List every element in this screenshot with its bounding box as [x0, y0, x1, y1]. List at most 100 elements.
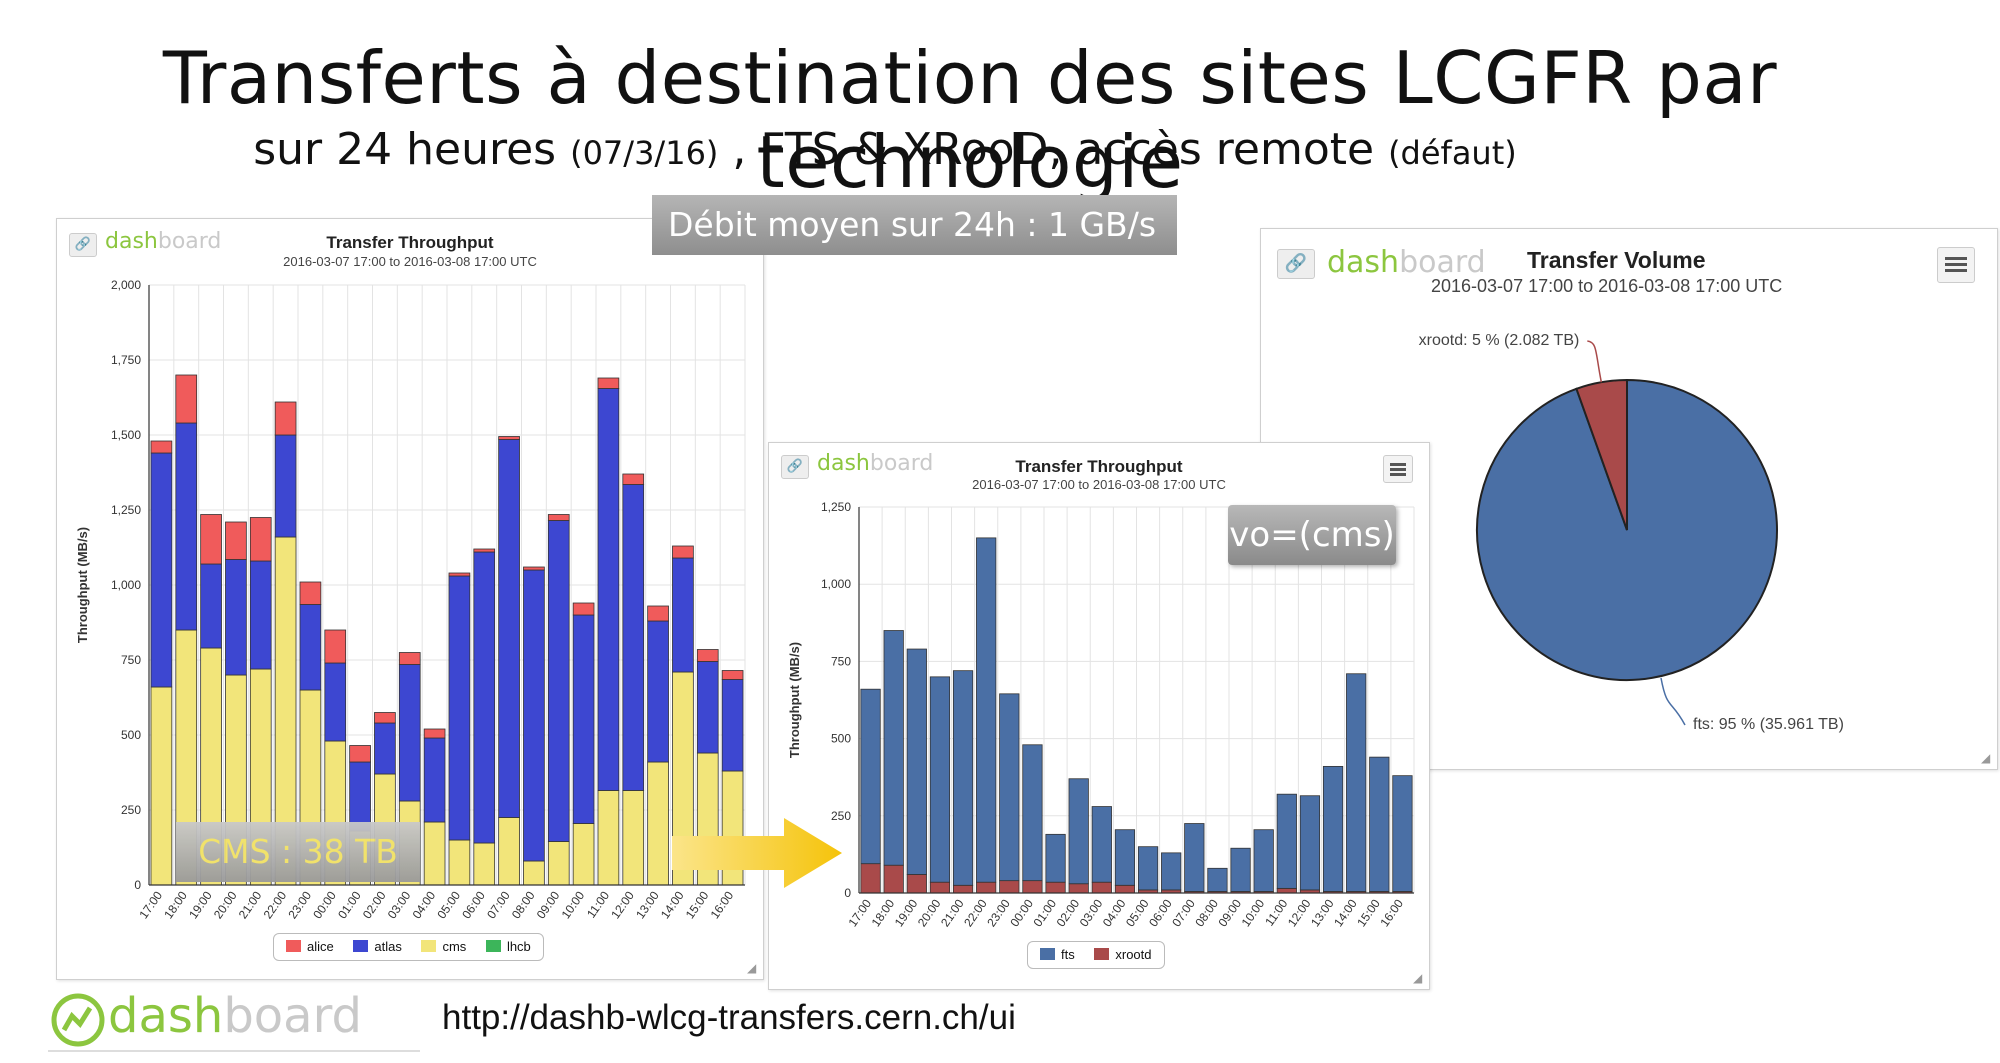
x-tick-label: 04:00 — [410, 888, 439, 921]
chart1-title: Transfer Throughput — [326, 233, 494, 252]
x-tick-label: 08:00 — [509, 888, 538, 921]
bar-alice — [473, 548, 496, 553]
bar-alice — [274, 401, 297, 436]
bar-cms — [498, 817, 520, 886]
bar-atlas — [622, 484, 645, 791]
bar-atlas — [696, 661, 719, 754]
x-tick-label: 22:00 — [261, 888, 290, 921]
subtitle-period: sur 24 heures — [253, 124, 557, 175]
y-tick-label: 750 — [121, 653, 141, 667]
bar-fts — [1068, 778, 1089, 885]
bar-fts — [1230, 847, 1251, 892]
y-tick-label: 1,000 — [821, 577, 851, 591]
footer-divider — [48, 1050, 420, 1052]
legend-label: fts — [1061, 947, 1075, 962]
x-tick-label: 19:00 — [186, 888, 215, 921]
dashboard-url[interactable]: http://dashb-wlcg-transfers.cern.ch/ui — [442, 998, 1016, 1037]
bar-cms — [423, 821, 446, 886]
bar-cms — [448, 839, 471, 886]
resize-handle-icon[interactable]: ◢ — [1413, 971, 1423, 985]
bar-atlas — [647, 620, 669, 763]
bar-alice — [448, 572, 471, 577]
link-icon[interactable]: 🔗 — [1277, 249, 1315, 279]
average-throughput-callout: Débit moyen sur 24h : 1 GB/s — [652, 195, 1177, 255]
vo-throughput-panel: 🔗 dashboard Transfer Throughput 2016-03-… — [56, 218, 764, 980]
y-tick-label: 750 — [831, 654, 851, 668]
hamburger-menu-icon[interactable] — [1937, 247, 1975, 283]
x-tick-label: 23:00 — [984, 896, 1013, 929]
x-tick-label: 11:00 — [584, 888, 612, 920]
technology-throughput-chart: 0 250 500 750 1,000 1,250 17:0018:0019:0020:00… — [787, 500, 1415, 929]
y-axis-label: Throughput (MB/s) — [75, 527, 90, 643]
bar-fts — [1369, 756, 1390, 892]
bar-atlas — [225, 559, 247, 676]
x-tick-label: 19:00 — [892, 896, 921, 929]
bar-alice — [572, 602, 595, 616]
legend-item-lhcb[interactable]: lhcb — [485, 934, 531, 960]
hamburger-menu-icon[interactable] — [1383, 455, 1413, 483]
bar-atlas — [175, 422, 198, 631]
x-tick-label: 14:00 — [658, 888, 687, 921]
bar-alice — [249, 517, 272, 562]
pie-label-fts: fts: 95 % (35.961 TB) — [1693, 716, 1844, 733]
link-icon[interactable]: 🔗 — [69, 233, 97, 257]
bar-atlas — [423, 737, 446, 823]
bar-cms — [647, 761, 669, 886]
x-tick-label: 03:00 — [385, 888, 414, 921]
legend-item-atlas[interactable]: atlas — [353, 934, 402, 960]
x-tick-label: 12:00 — [608, 888, 637, 921]
bar-alice — [423, 728, 446, 739]
logo-text-board: board — [223, 988, 362, 1044]
legend-swatch — [1040, 948, 1055, 960]
bar-fts — [1022, 744, 1043, 882]
legend-swatch — [286, 940, 301, 952]
pie-connector-fts — [1660, 677, 1686, 726]
link-icon[interactable]: 🔗 — [781, 455, 809, 479]
bar-xrootd — [883, 864, 904, 894]
resize-handle-icon[interactable]: ◢ — [1981, 751, 1991, 765]
y-tick-label: 250 — [831, 809, 851, 823]
legend-item-alice[interactable]: alice — [286, 934, 334, 960]
bar-cms — [523, 860, 545, 886]
x-tick-label: 15:00 — [683, 888, 712, 921]
bar-xrootd — [1045, 881, 1066, 894]
bar-cms — [597, 790, 620, 886]
y-tick-label: 1,500 — [111, 428, 141, 442]
x-tick-label: 09:00 — [534, 888, 563, 921]
bar-alice — [547, 514, 570, 521]
bar-xrootd — [929, 881, 951, 894]
pie-connector-xrootd — [1587, 340, 1603, 383]
legend-item-fts[interactable]: fts — [1040, 942, 1075, 968]
bar-cms — [547, 841, 570, 886]
legend-item-cms[interactable]: cms — [421, 934, 466, 960]
resize-handle-icon[interactable]: ◢ — [747, 961, 757, 975]
legend-swatch — [353, 940, 369, 952]
x-tick-label: 17:00 — [845, 896, 874, 929]
x-tick-label: 10:00 — [1239, 896, 1268, 929]
y-tick-label: 0 — [134, 878, 141, 892]
chart1-legend: alice atlas cms lhcb — [273, 933, 544, 961]
y-tick-label: 500 — [121, 728, 141, 742]
y-tick-label: 250 — [121, 803, 141, 817]
bar-xrootd — [860, 863, 881, 894]
bar-alice — [647, 605, 669, 622]
bar-fts — [860, 688, 881, 865]
y-tick-label: 1,250 — [821, 500, 851, 514]
arrow-icon — [672, 818, 842, 888]
x-tick-label: 18:00 — [161, 888, 190, 921]
bar-alice — [721, 670, 744, 680]
bar-atlas — [572, 614, 595, 824]
bar-fts — [1091, 806, 1112, 883]
legend-label: alice — [307, 939, 334, 954]
legend-item-xrootd[interactable]: xrootd — [1094, 942, 1152, 968]
bar-alice — [523, 566, 545, 571]
bar-alice — [398, 652, 421, 665]
x-tick-label: 10:00 — [559, 888, 588, 921]
bar-xrootd — [1091, 881, 1112, 894]
bar-alice — [622, 473, 645, 485]
chart2-subtitle: 2016-03-07 17:00 to 2016-03-08 17:00 UTC — [972, 477, 1226, 492]
bar-fts — [1276, 793, 1297, 889]
x-tick-label: 07:00 — [1169, 896, 1198, 929]
bar-cms — [622, 790, 645, 886]
x-tick-label: 13:00 — [633, 888, 662, 921]
